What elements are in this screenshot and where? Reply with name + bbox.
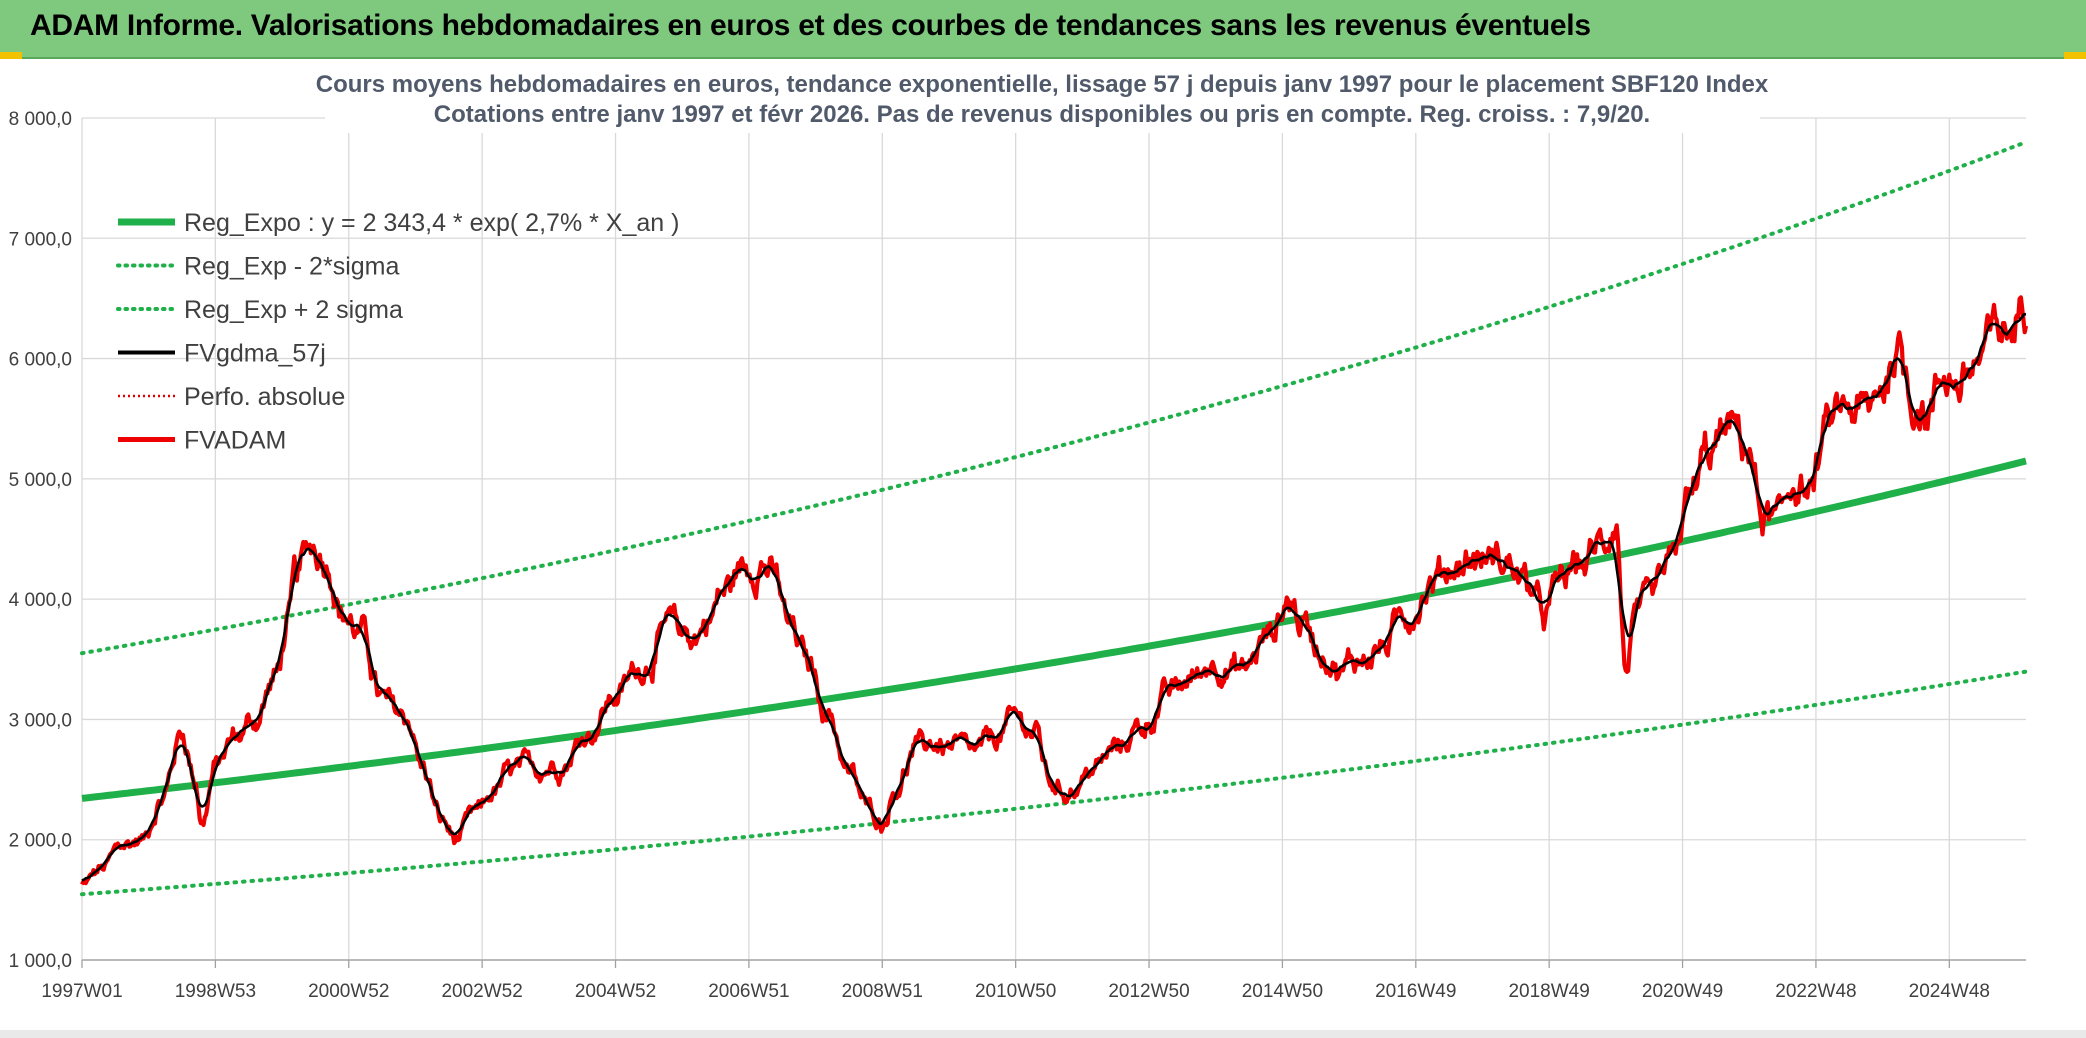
legend-label-lower[interactable]: Reg_Exp - 2*sigma xyxy=(184,253,399,281)
upper-band-line xyxy=(80,140,2028,656)
legend-label-upper[interactable]: Reg_Exp + 2 sigma xyxy=(184,296,403,324)
legend-label-price[interactable]: FVADAM xyxy=(184,427,286,455)
x-tick-label: 2010W50 xyxy=(975,981,1056,1002)
corner-marker-right xyxy=(2064,52,2086,59)
y-tick-label: 2 000,0 xyxy=(9,831,72,852)
y-tick-label: 8 000,0 xyxy=(9,109,72,130)
x-tick-label: 2024W48 xyxy=(1909,981,1990,1002)
axis-layer: 1 000,0 2 000,0 3 000,0 4 000,0 5 000,0 6 000… xyxy=(9,109,2026,1002)
x-tick-label: 2022W48 xyxy=(1775,981,1856,1002)
chart-area: 1 000,0 2 000,0 3 000,0 4 000,0 5 000,0 6 000… xyxy=(0,59,2086,1038)
bottom-edge xyxy=(0,1030,2086,1038)
report-title: ADAM Informe. Valorisations hebdomadaire… xyxy=(30,9,1591,42)
y-tick-label: 5 000,0 xyxy=(9,470,72,491)
legend-label-smooth[interactable]: FVgdma_57j xyxy=(184,340,326,368)
x-tick-label: 2016W49 xyxy=(1375,981,1456,1002)
trend-line xyxy=(81,457,2027,802)
x-tick-label: 2012W50 xyxy=(1108,981,1189,1002)
legend-label-perf[interactable]: Perfo. absolue xyxy=(184,383,345,411)
chart-subtitle: Cotations entre janv 1997 et févr 2026. … xyxy=(434,101,1650,128)
y-tick-label: 6 000,0 xyxy=(9,350,72,371)
x-tick-label: 2002W52 xyxy=(441,981,522,1002)
legend-label-trend[interactable]: Reg_Expo : y = 2 343,4 * exp( 2,7% * X_a… xyxy=(184,209,679,237)
x-tick-label: 2014W50 xyxy=(1242,981,1323,1002)
x-tick-label: 2004W52 xyxy=(575,981,656,1002)
series-layer xyxy=(80,140,2029,897)
y-tick-label: 7 000,0 xyxy=(9,229,72,250)
corner-marker-left xyxy=(0,52,22,59)
chart-legend[interactable]: Reg_Expo : y = 2 343,4 * exp( 2,7% * X_a… xyxy=(116,209,679,455)
y-tick-label: 4 000,0 xyxy=(9,590,72,611)
x-tick-label: 2000W52 xyxy=(308,981,389,1002)
x-tick-label: 1997W01 xyxy=(41,981,122,1002)
title-background xyxy=(325,65,1760,133)
y-tick-label: 3 000,0 xyxy=(9,710,72,731)
x-tick-label: 2006W51 xyxy=(708,981,789,1002)
smooth-line xyxy=(81,312,2027,882)
lower-band-line xyxy=(80,669,2028,897)
chart-title: Cours moyens hebdomadaires en euros, ten… xyxy=(316,71,1769,98)
x-tick-label: 2008W51 xyxy=(842,981,923,1002)
x-tick-label: 1998W53 xyxy=(175,981,256,1002)
x-tick-label: 2018W49 xyxy=(1508,981,1589,1002)
y-tick-label: 1 000,0 xyxy=(9,951,72,972)
price-line xyxy=(80,295,2029,886)
report-banner: ADAM Informe. Valorisations hebdomadaire… xyxy=(0,0,2086,59)
grid-layer xyxy=(81,117,2026,961)
chart-svg: 1 000,0 2 000,0 3 000,0 4 000,0 5 000,0 6 000… xyxy=(9,65,2029,1002)
x-tick-label: 2020W49 xyxy=(1642,981,1723,1002)
